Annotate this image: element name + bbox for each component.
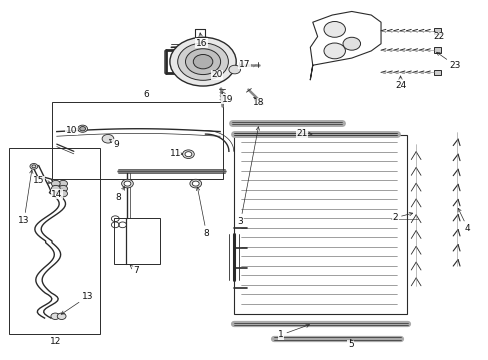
Bar <box>433 69 440 75</box>
Circle shape <box>30 163 38 169</box>
Circle shape <box>208 70 218 77</box>
Text: 16: 16 <box>195 33 207 48</box>
Bar <box>433 47 440 53</box>
Text: 10: 10 <box>65 126 78 135</box>
Text: 5: 5 <box>347 339 353 350</box>
Circle shape <box>228 65 240 74</box>
Bar <box>52 102 223 179</box>
Text: 22: 22 <box>432 31 443 41</box>
Text: 21: 21 <box>296 129 311 138</box>
Circle shape <box>51 180 60 187</box>
Text: 3: 3 <box>237 127 259 226</box>
Bar <box>233 135 406 315</box>
Circle shape <box>192 181 199 186</box>
Text: 11: 11 <box>169 149 183 158</box>
Circle shape <box>177 43 228 80</box>
Circle shape <box>189 179 201 188</box>
Circle shape <box>122 179 133 188</box>
Circle shape <box>169 37 236 86</box>
Circle shape <box>80 127 85 131</box>
Bar <box>433 28 440 34</box>
Circle shape <box>102 134 114 143</box>
Circle shape <box>182 150 194 158</box>
Text: 24: 24 <box>394 76 406 90</box>
Text: 13: 13 <box>61 292 93 314</box>
Circle shape <box>59 190 67 197</box>
Text: 4: 4 <box>457 208 469 233</box>
Circle shape <box>51 313 60 319</box>
Text: 8: 8 <box>116 187 124 202</box>
Text: 12: 12 <box>49 337 61 346</box>
Circle shape <box>124 181 131 186</box>
Circle shape <box>57 313 66 319</box>
Circle shape <box>184 152 191 157</box>
Text: 2: 2 <box>392 212 412 222</box>
Text: 1: 1 <box>278 324 309 339</box>
Circle shape <box>78 125 87 132</box>
Circle shape <box>59 180 67 187</box>
Circle shape <box>324 22 345 37</box>
Text: 17: 17 <box>238 60 250 69</box>
Circle shape <box>324 43 345 59</box>
Bar <box>9 148 100 334</box>
Text: 23: 23 <box>436 52 460 70</box>
Bar <box>114 218 160 264</box>
Text: 7: 7 <box>130 265 139 275</box>
Circle shape <box>51 185 60 192</box>
Circle shape <box>342 37 360 50</box>
Circle shape <box>59 185 67 192</box>
Circle shape <box>185 49 220 75</box>
Circle shape <box>193 54 212 69</box>
Text: 18: 18 <box>253 97 264 107</box>
Text: 9: 9 <box>109 139 119 149</box>
Text: 20: 20 <box>211 71 222 80</box>
Text: 6: 6 <box>143 90 148 99</box>
Text: 15: 15 <box>33 176 51 185</box>
Text: 14: 14 <box>51 189 62 199</box>
Text: 13: 13 <box>19 170 33 225</box>
Text: 19: 19 <box>221 92 233 104</box>
Text: 8: 8 <box>196 187 209 238</box>
